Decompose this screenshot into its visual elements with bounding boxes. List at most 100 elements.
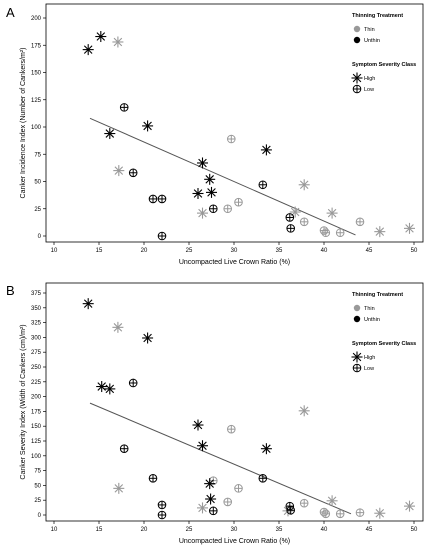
legend-unthin-swatch: [353, 315, 361, 323]
legend-severity-title: Symptom Severity Class: [352, 341, 416, 347]
panel-b-trend-group: [89, 402, 352, 515]
legend-low-label: Low: [364, 366, 374, 372]
panel-b-points: [82, 298, 415, 520]
data-point-high: [112, 321, 124, 333]
y-tick-label: 75: [34, 152, 41, 158]
y-tick-label: 200: [31, 395, 42, 401]
x-tick-label: 15: [96, 527, 103, 533]
y-tick-label: 100: [31, 454, 42, 460]
data-point-low: [319, 507, 329, 517]
data-point-low: [234, 484, 243, 493]
x-tick-label: 20: [141, 248, 148, 254]
data-point-low: [157, 194, 167, 204]
data-point-low: [227, 134, 236, 144]
data-point-high: [96, 381, 108, 393]
x-tick-label: 40: [321, 527, 328, 533]
x-tick-label: 40: [321, 248, 328, 254]
y-tick-label: 175: [31, 43, 42, 49]
data-point-high: [95, 31, 107, 43]
data-point-low: [119, 103, 129, 112]
data-point-low: [227, 424, 236, 434]
data-point-low: [258, 180, 268, 190]
data-point-low: [299, 217, 309, 227]
data-point-high: [113, 482, 125, 494]
panel-b-legend: Thinning Treatment Thin Unthin Symptom S…: [351, 292, 416, 373]
panel-b-label: B: [6, 283, 15, 298]
x-tick-label: 20: [141, 527, 148, 533]
legend-thin-swatch: [353, 25, 361, 33]
x-tick-label: 30: [231, 527, 238, 533]
data-point-low: [148, 194, 158, 204]
data-point-low: [355, 217, 365, 227]
data-point-high: [197, 440, 208, 452]
legend-unthin-label: Unthin: [364, 317, 380, 323]
x-tick-label: 10: [51, 248, 58, 254]
legend-treatment-title: Thinning Treatment: [352, 13, 403, 19]
y-tick-label: 125: [31, 98, 42, 104]
data-point-low: [157, 231, 167, 241]
data-point-high: [298, 179, 310, 191]
data-point-high: [192, 187, 204, 199]
data-point-high: [197, 502, 208, 514]
data-point-high: [104, 128, 116, 140]
data-point-low: [119, 444, 129, 453]
y-tick-label: 225: [31, 380, 42, 386]
data-point-high: [206, 186, 217, 198]
x-tick-label: 35: [276, 527, 283, 533]
legend-unthin-swatch: [353, 36, 361, 44]
data-point-low: [335, 509, 345, 519]
data-point-high: [104, 383, 116, 395]
data-point-high: [260, 144, 272, 156]
data-point-high: [289, 206, 301, 218]
panel-a: A 10 15 20 25 30 35 40 45 50 0 25 50 75 100 125 150 175…: [6, 3, 424, 266]
y-tick-label: 150: [31, 71, 42, 77]
data-point-high: [112, 36, 124, 48]
panel-b-x-ticks: 10 15 20 25 30 35 40 45 50: [51, 521, 418, 533]
panel-a-points: [82, 31, 415, 241]
panel-a-x-ticks: 10 15 20 25 30 35 40 45 50: [51, 242, 418, 254]
y-tick-label: 200: [31, 16, 42, 22]
data-point-high: [82, 44, 94, 56]
data-point-low: [223, 204, 232, 214]
x-tick-label: 25: [186, 248, 193, 254]
data-point-high: [326, 207, 338, 219]
panel-a-y-ticks: 0 25 50 75 100 125 150 175 200: [31, 16, 46, 240]
x-tick-label: 10: [51, 527, 58, 533]
data-point-high: [197, 157, 208, 169]
legend-low-marker: [352, 363, 362, 373]
panel-a-frame: [45, 3, 424, 243]
data-point-low: [285, 213, 295, 222]
x-tick-label: 50: [411, 248, 418, 254]
legend-high-label: High: [364, 76, 375, 82]
y-tick-label: 350: [31, 306, 42, 312]
y-tick-label: 375: [31, 291, 42, 297]
legend-low-symbol: [352, 84, 362, 94]
data-point-high: [326, 495, 338, 507]
data-point-low: [355, 508, 365, 517]
y-tick-label: 25: [34, 498, 41, 504]
y-tick-label: 150: [31, 424, 42, 430]
x-tick-label: 45: [366, 527, 373, 533]
y-tick-label: 50: [34, 180, 41, 186]
panel-b-x-axis-label: Uncompacted Live Crown Ratio (%): [179, 538, 290, 545]
legend-low-label: Low: [364, 87, 374, 93]
x-tick-label: 35: [276, 248, 283, 254]
y-tick-label: 0: [38, 234, 42, 240]
y-tick-label: 325: [31, 321, 42, 327]
panel-b-y-ticks: 0 25 50 75 100 125 150 175 200 225 250 275 300 325 350…: [31, 291, 46, 519]
data-point-low: [299, 498, 309, 508]
y-tick-label: 250: [31, 365, 42, 371]
data-point-low: [209, 204, 218, 214]
legend-thin-label: Thin: [364, 306, 375, 312]
panel-b-frame: [45, 282, 424, 522]
panel-a-trend-group: [89, 117, 356, 236]
data-point-high: [298, 405, 310, 417]
panel-a-y-axis-label: Canker Incidence Index (Number of Canker…: [20, 48, 27, 199]
data-point-high: [142, 120, 154, 132]
panel-a-legend: Thinning Treatment Thin Unthin Symptom S…: [351, 13, 416, 94]
panel-a-label: A: [6, 5, 15, 20]
y-tick-label: 100: [31, 125, 42, 131]
trend-line: [89, 402, 352, 515]
